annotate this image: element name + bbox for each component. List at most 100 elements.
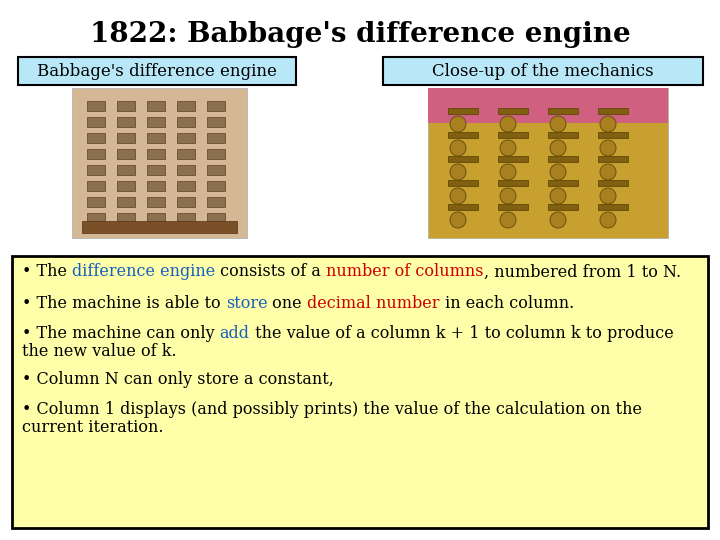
Circle shape [500, 164, 516, 180]
Bar [177, 133, 195, 143]
Text: • The machine can only: • The machine can only [22, 326, 220, 342]
Circle shape [500, 212, 516, 228]
FancyBboxPatch shape [18, 57, 296, 85]
Bar [548, 204, 578, 210]
Bar [448, 108, 478, 114]
Bar [117, 165, 135, 175]
Bar [117, 117, 135, 127]
Bar [207, 165, 225, 175]
Bar [147, 101, 165, 111]
Circle shape [500, 116, 516, 132]
Bar [498, 204, 528, 210]
Text: • Column 1 displays (and possibly prints) the value of the calculation on the: • Column 1 displays (and possibly prints… [22, 402, 642, 418]
Bar [177, 197, 195, 207]
Bar [177, 213, 195, 223]
Circle shape [600, 188, 616, 204]
Bar [598, 204, 628, 210]
Bar [498, 132, 528, 138]
FancyBboxPatch shape [72, 88, 247, 238]
Text: , numbered from 1 to N.: , numbered from 1 to N. [484, 264, 681, 280]
Bar [598, 180, 628, 186]
Bar [147, 213, 165, 223]
Bar [147, 181, 165, 191]
Text: number of columns: number of columns [326, 264, 484, 280]
Bar [207, 133, 225, 143]
Circle shape [450, 212, 466, 228]
Circle shape [500, 188, 516, 204]
Text: Close-up of the mechanics: Close-up of the mechanics [432, 63, 654, 79]
Bar [177, 101, 195, 111]
Bar [177, 165, 195, 175]
Bar [598, 156, 628, 162]
Circle shape [450, 116, 466, 132]
Circle shape [600, 164, 616, 180]
Bar [147, 133, 165, 143]
FancyBboxPatch shape [12, 256, 708, 528]
Bar [207, 197, 225, 207]
Circle shape [550, 116, 566, 132]
Bar [207, 101, 225, 111]
Bar [147, 149, 165, 159]
Bar [207, 149, 225, 159]
Bar [598, 132, 628, 138]
Bar [87, 197, 105, 207]
Bar [548, 180, 578, 186]
Bar [117, 197, 135, 207]
Text: the new value of k.: the new value of k. [22, 343, 176, 361]
Bar [177, 117, 195, 127]
Bar [177, 149, 195, 159]
Bar [147, 165, 165, 175]
Circle shape [600, 140, 616, 156]
Bar [87, 133, 105, 143]
Circle shape [450, 188, 466, 204]
Bar [548, 156, 578, 162]
Bar [428, 88, 668, 123]
Bar [87, 117, 105, 127]
FancyBboxPatch shape [383, 57, 703, 85]
Bar [498, 108, 528, 114]
Bar [548, 132, 578, 138]
Text: consists of a: consists of a [215, 264, 326, 280]
Bar [548, 108, 578, 114]
Circle shape [550, 164, 566, 180]
Bar [147, 117, 165, 127]
Bar [87, 181, 105, 191]
FancyBboxPatch shape [428, 88, 668, 238]
Bar [448, 204, 478, 210]
Bar [87, 165, 105, 175]
Bar [117, 149, 135, 159]
Bar [82, 221, 237, 233]
Bar [147, 197, 165, 207]
Text: difference engine: difference engine [72, 264, 215, 280]
Bar [448, 156, 478, 162]
Text: in each column.: in each column. [440, 294, 574, 312]
Text: decimal number: decimal number [307, 294, 440, 312]
Bar [117, 101, 135, 111]
Text: 1822: Babbage's difference engine: 1822: Babbage's difference engine [89, 22, 631, 49]
Bar [87, 149, 105, 159]
Bar [498, 180, 528, 186]
Bar [117, 213, 135, 223]
Text: the value of a column k + 1 to column k to produce: the value of a column k + 1 to column k … [250, 326, 673, 342]
Bar [448, 132, 478, 138]
Circle shape [550, 212, 566, 228]
Bar [87, 101, 105, 111]
Text: current iteration.: current iteration. [22, 420, 163, 436]
Circle shape [450, 164, 466, 180]
Circle shape [600, 212, 616, 228]
Circle shape [550, 140, 566, 156]
Text: • Column N can only store a constant,: • Column N can only store a constant, [22, 372, 334, 388]
Bar [207, 213, 225, 223]
Bar [207, 117, 225, 127]
Text: • The: • The [22, 264, 72, 280]
Text: Babbage's difference engine: Babbage's difference engine [37, 63, 277, 79]
Text: • The machine is able to: • The machine is able to [22, 294, 226, 312]
Bar [87, 213, 105, 223]
Circle shape [550, 188, 566, 204]
Bar [498, 156, 528, 162]
Bar [207, 181, 225, 191]
Text: one: one [267, 294, 307, 312]
Bar [117, 181, 135, 191]
Bar [448, 180, 478, 186]
Circle shape [450, 140, 466, 156]
